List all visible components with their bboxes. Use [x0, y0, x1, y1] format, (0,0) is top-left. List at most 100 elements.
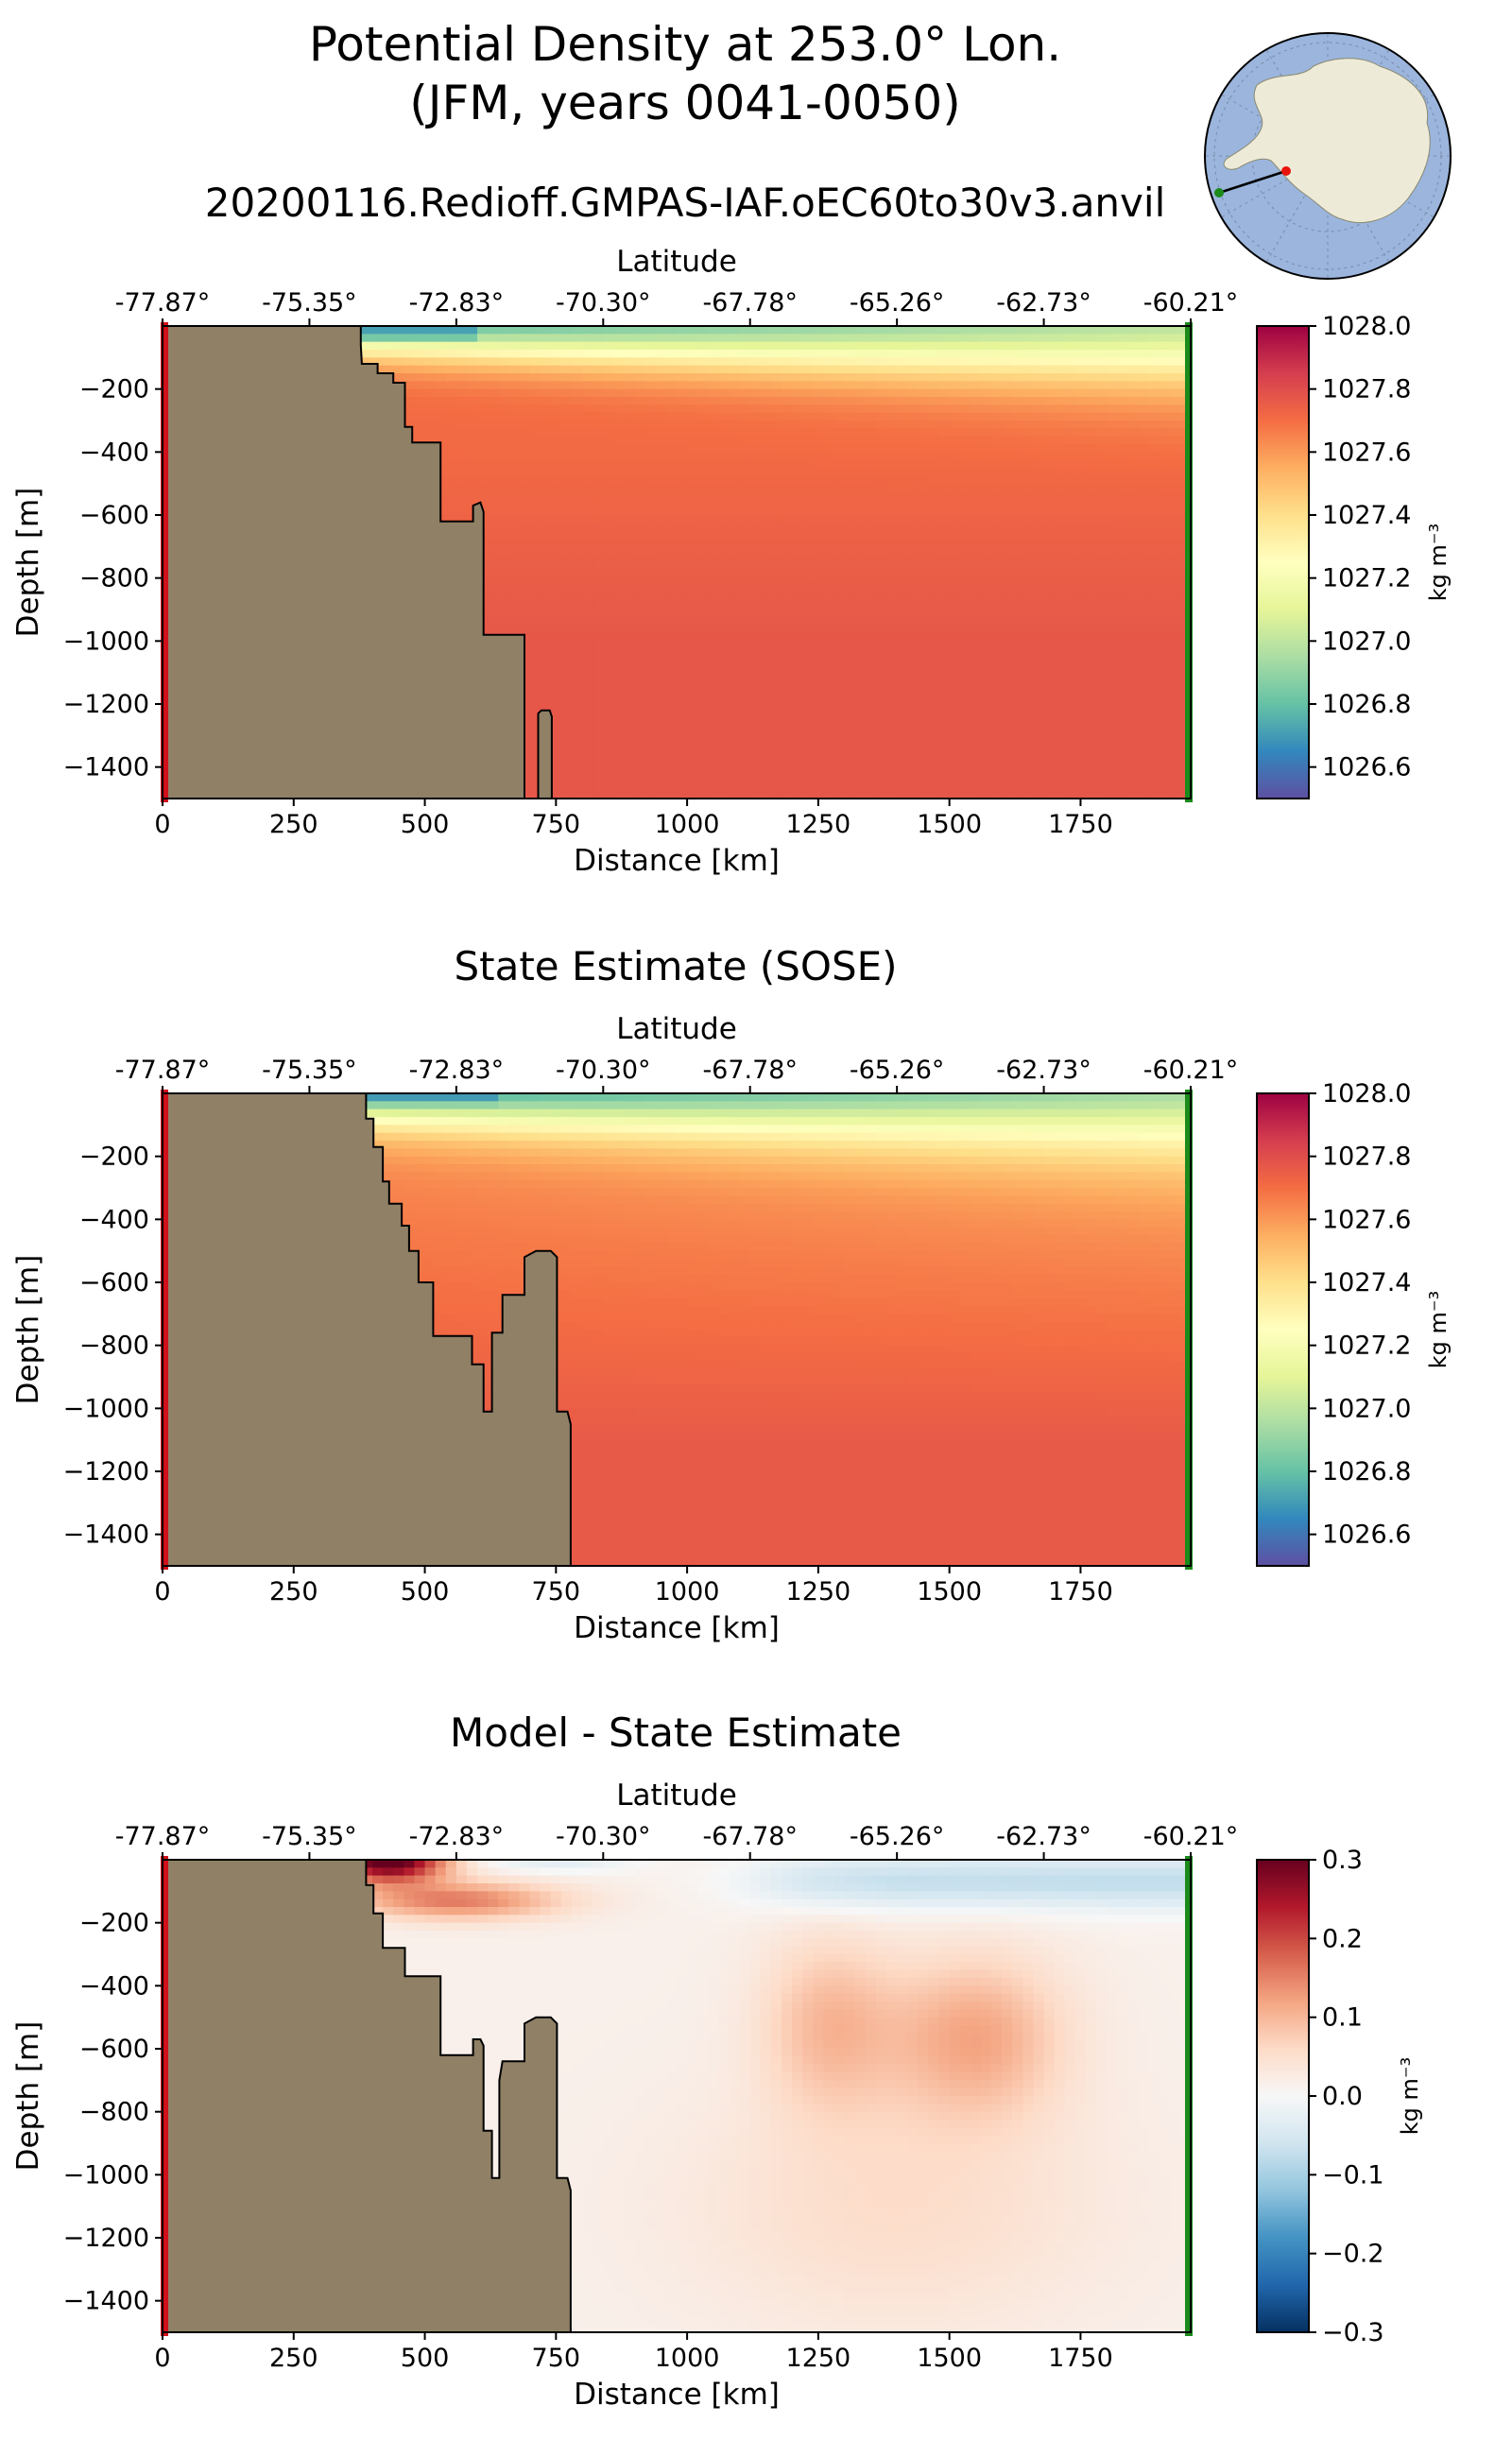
- heatmap-cell: [739, 507, 751, 516]
- heatmap-cell: [928, 412, 940, 421]
- heatmap-cell: [445, 350, 457, 358]
- heatmap-cell: [938, 688, 951, 697]
- heatmap-cell: [729, 421, 741, 429]
- heatmap-cell: [582, 617, 593, 627]
- heatmap-cell: [854, 672, 867, 681]
- heatmap-cell: [582, 625, 593, 634]
- heatmap-cell: [634, 664, 646, 674]
- heatmap-cell: [708, 664, 720, 674]
- heatmap-cell: [823, 577, 835, 587]
- heatmap-cell: [980, 766, 992, 776]
- heatmap-cell: [844, 610, 856, 618]
- heatmap-cell: [655, 680, 667, 689]
- heatmap-cell: [529, 743, 541, 752]
- heatmap-cell: [949, 601, 961, 610]
- heatmap-cell: [970, 554, 982, 563]
- heatmap-cell: [529, 688, 541, 697]
- heatmap-cell: [665, 334, 678, 343]
- heatmap-cell: [928, 782, 940, 792]
- heatmap-cell: [529, 421, 541, 429]
- heatmap-cell: [697, 766, 709, 776]
- heatmap-cell: [519, 373, 531, 382]
- heatmap-cell: [823, 672, 835, 681]
- heatmap-cell: [540, 680, 552, 689]
- heatmap-cell: [560, 688, 573, 697]
- heatmap-cell: [655, 696, 667, 705]
- heatmap-cell: [865, 672, 877, 681]
- heatmap-cell: [708, 397, 720, 405]
- heatmap-cell: [918, 735, 930, 745]
- heatmap-cell: [414, 404, 426, 414]
- heatmap-cell: [644, 428, 657, 438]
- heatmap-cell: [508, 491, 521, 500]
- heatmap-cell: [770, 586, 782, 594]
- heatmap-cell: [802, 790, 814, 799]
- heatmap-cell: [980, 546, 992, 556]
- figure-title-line1: Potential Density at 253.0° Lon.: [308, 17, 1062, 72]
- heatmap-cell: [571, 436, 583, 445]
- heatmap-cell: [498, 475, 509, 485]
- heatmap-cell: [918, 444, 930, 453]
- heatmap-cell: [918, 515, 930, 524]
- heatmap-cell: [907, 601, 919, 610]
- heatmap-cell: [677, 759, 688, 768]
- heatmap-cell: [529, 365, 541, 374]
- heatmap-cell: [729, 388, 741, 398]
- heatmap-cell: [823, 648, 835, 658]
- heatmap-cell: [749, 381, 762, 390]
- heatmap-cell: [624, 404, 636, 414]
- heatmap-cell: [949, 633, 961, 642]
- heatmap-cell: [813, 381, 825, 390]
- heatmap-cell: [1012, 357, 1023, 367]
- heatmap-cell: [970, 704, 982, 713]
- heatmap-cell: [760, 775, 772, 783]
- heatmap-cell: [708, 601, 720, 610]
- heatmap-cell: [644, 515, 657, 524]
- heatmap-cell: [854, 452, 867, 461]
- heatmap-cell: [593, 782, 604, 792]
- heatmap-cell: [949, 326, 961, 335]
- heatmap-cell: [970, 641, 982, 650]
- heatmap-cell: [854, 625, 867, 634]
- heatmap-cell: [782, 782, 793, 792]
- heatmap-cell: [802, 688, 814, 697]
- heatmap-cell: [802, 696, 814, 705]
- heatmap-cell: [571, 530, 583, 540]
- heatmap-cell: [508, 475, 521, 485]
- heatmap-cell: [1002, 617, 1013, 627]
- heatmap-cell: [823, 459, 835, 469]
- heatmap-cell: [854, 381, 867, 390]
- heatmap-cell: [813, 483, 825, 492]
- heatmap-cell: [508, 404, 521, 414]
- heatmap-cell: [770, 373, 782, 382]
- heatmap-cell: [833, 357, 846, 367]
- heatmap-cell: [770, 728, 782, 736]
- heatmap-cell: [718, 334, 730, 343]
- heatmap-cell: [897, 388, 908, 398]
- heatmap-cell: [875, 782, 887, 792]
- heatmap-cell: [897, 341, 908, 351]
- heatmap-cell: [634, 530, 646, 540]
- heatmap-cell: [897, 704, 908, 713]
- heatmap-cell: [613, 641, 626, 650]
- heatmap-cell: [424, 421, 437, 429]
- heatmap-cell: [1022, 515, 1035, 524]
- heatmap-cell: [529, 610, 541, 618]
- heatmap-cell: [455, 357, 468, 367]
- heatmap-cell: [488, 459, 499, 469]
- heatmap-cell: [833, 350, 846, 358]
- heatmap-cell: [644, 499, 657, 508]
- heatmap-cell: [655, 657, 667, 665]
- heatmap-cell: [749, 648, 762, 658]
- heatmap-cell: [813, 491, 825, 500]
- heatmap-cell: [729, 539, 741, 547]
- heatmap-cell: [907, 688, 919, 697]
- heatmap-cell: [634, 554, 646, 563]
- heatmap-cell: [739, 688, 751, 697]
- heatmap-cell: [718, 751, 730, 760]
- heatmap-cell: [477, 421, 489, 429]
- heatmap-cell: [613, 499, 626, 508]
- heatmap-cell: [1012, 657, 1023, 665]
- heatmap-cell: [833, 381, 846, 390]
- heatmap-cell: [1022, 680, 1035, 689]
